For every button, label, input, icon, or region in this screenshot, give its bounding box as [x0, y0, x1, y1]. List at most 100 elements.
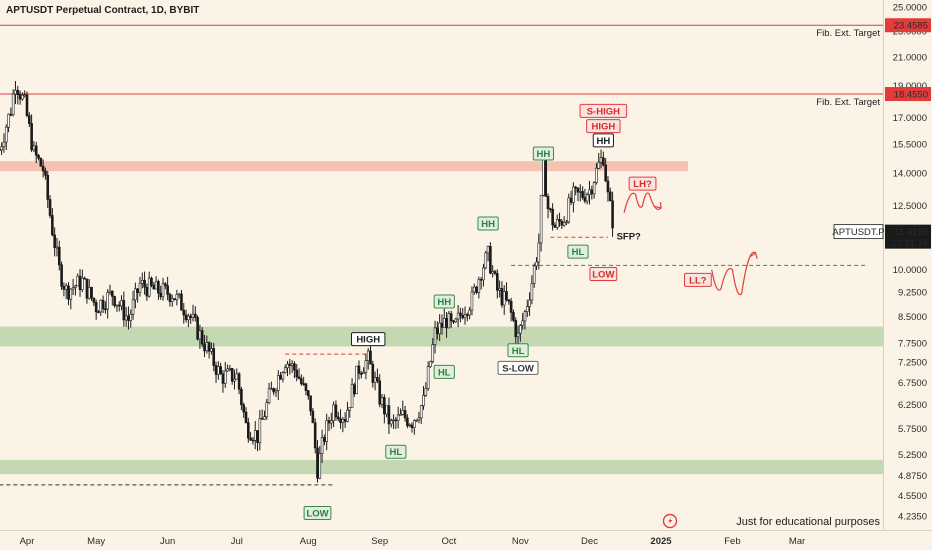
candle	[83, 276, 86, 280]
annotation-hl[interactable]: HL	[507, 343, 529, 358]
candle	[37, 153, 40, 161]
annotation-low[interactable]: LOW	[303, 505, 332, 520]
candle-body	[387, 405, 391, 425]
fib-axis-label-1[interactable]: 23.4585	[885, 18, 931, 33]
tradingview-logo[interactable]	[662, 513, 678, 529]
x-tick-label: May	[87, 536, 105, 547]
candle-body	[18, 94, 22, 100]
candle	[207, 341, 211, 359]
annotation-lh[interactable]: LH?	[628, 176, 657, 191]
annotation-s-low[interactable]: S-LOW	[497, 360, 539, 375]
annotation-hh[interactable]: HH	[433, 294, 455, 309]
candle	[403, 406, 407, 422]
candle	[41, 159, 45, 178]
candle-body	[532, 265, 536, 284]
candle	[415, 419, 418, 423]
annotation-sfp[interactable]: SFP?	[617, 231, 641, 242]
candle	[419, 404, 423, 425]
candle-body	[219, 366, 222, 375]
candle-body	[339, 418, 342, 423]
annotation-ll[interactable]: LL?	[683, 272, 712, 287]
candle	[115, 304, 119, 312]
annotation-hl[interactable]: HL	[567, 244, 589, 259]
annotation-hl-text: HL	[512, 346, 525, 357]
candle-body	[71, 287, 75, 290]
candle	[140, 272, 144, 289]
candle	[230, 367, 234, 385]
annotation-high[interactable]: HIGH	[586, 119, 621, 134]
candle-body	[113, 296, 116, 307]
annotation-hh[interactable]: HH	[592, 133, 614, 148]
candle-body	[495, 273, 499, 291]
candle	[553, 222, 557, 228]
candle	[69, 288, 73, 310]
annotation-low-text: LOW	[306, 508, 328, 519]
candle	[279, 371, 282, 380]
annotation-s-high[interactable]: S-HIGH	[579, 103, 628, 118]
candle-body	[74, 285, 77, 288]
annotation-low[interactable]: LOW	[589, 267, 618, 282]
candle-body	[366, 350, 370, 361]
candle	[249, 431, 252, 442]
candle-body	[104, 308, 107, 311]
candle	[173, 298, 176, 301]
y-tick-label: 12.5000	[893, 201, 927, 212]
annotation-hl[interactable]: HL	[385, 444, 407, 459]
candle	[562, 216, 566, 227]
candle-body	[297, 376, 301, 379]
candle	[265, 398, 269, 420]
candle-body	[486, 246, 490, 254]
candle-body	[143, 279, 146, 288]
candle-body	[267, 388, 271, 403]
candle-body	[459, 312, 462, 316]
scenario-path-2[interactable]	[711, 251, 756, 296]
candle-body	[83, 277, 86, 280]
annotation-s-low-box	[497, 360, 539, 375]
candle-body	[191, 313, 195, 318]
candle-body	[521, 320, 524, 326]
candle	[297, 368, 301, 380]
candle	[104, 301, 107, 314]
candle	[406, 414, 409, 429]
candle	[320, 429, 324, 464]
time-axis[interactable]: Apr May Jun Jul Aug Sep Oct Nov Dec 2025 Feb Mar	[20, 536, 806, 547]
candle	[97, 310, 100, 314]
candle-body	[590, 189, 594, 195]
candle	[81, 269, 84, 293]
candle	[256, 430, 259, 452]
candle	[217, 361, 220, 380]
candle-body	[542, 155, 545, 196]
scenario-path-1[interactable]	[623, 192, 662, 213]
x-tick-label: Jul	[231, 536, 243, 547]
candle	[87, 278, 91, 300]
candle	[154, 276, 158, 290]
candle-body	[150, 277, 153, 286]
annotation-ll-box	[683, 272, 712, 287]
annotation-high[interactable]: HIGH	[350, 332, 386, 347]
annotation-hh[interactable]: HH	[532, 146, 555, 161]
candle	[525, 299, 529, 318]
fib-axis-label-2[interactable]: 18.4550	[885, 87, 931, 102]
candle-body	[588, 189, 591, 195]
candle-body	[288, 363, 292, 366]
candle	[28, 112, 31, 128]
candle	[124, 307, 128, 327]
annotation-hh[interactable]: HH	[477, 216, 499, 231]
candle-body	[546, 196, 550, 209]
candle	[214, 361, 218, 383]
annotation-hl[interactable]: HL	[433, 364, 455, 379]
candle	[157, 279, 160, 300]
candle	[304, 382, 308, 396]
candle-body	[237, 373, 241, 390]
candle-body	[295, 369, 299, 378]
candle	[532, 263, 536, 288]
candle	[168, 292, 172, 307]
candle	[332, 401, 335, 428]
candle	[413, 419, 416, 435]
candle-body	[203, 343, 206, 352]
candle-body	[300, 378, 303, 384]
candle-body	[37, 155, 40, 159]
countdown-text: 23:21:16	[891, 238, 928, 249]
